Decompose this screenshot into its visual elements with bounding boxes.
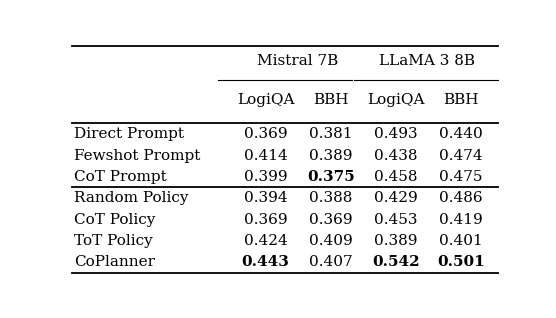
Text: 0.389: 0.389 [374,234,418,248]
Text: BBH: BBH [443,93,479,107]
Text: 0.475: 0.475 [439,170,483,184]
Text: 0.458: 0.458 [374,170,418,184]
Text: LLaMA 3 8B: LLaMA 3 8B [379,54,475,68]
Text: 0.438: 0.438 [374,149,418,162]
Text: 0.369: 0.369 [244,212,287,226]
Text: LogiQA: LogiQA [237,93,294,107]
Text: 0.394: 0.394 [244,191,287,205]
Text: 0.542: 0.542 [372,255,420,269]
Text: 0.399: 0.399 [244,170,287,184]
Text: 0.409: 0.409 [309,234,353,248]
Text: CoPlanner: CoPlanner [74,255,155,269]
Text: 0.389: 0.389 [309,149,353,162]
Text: Fewshot Prompt: Fewshot Prompt [74,149,200,162]
Text: 0.401: 0.401 [439,234,483,248]
Text: CoT Policy: CoT Policy [74,212,155,226]
Text: BBH: BBH [314,93,349,107]
Text: 0.381: 0.381 [309,127,353,142]
Text: ToT Policy: ToT Policy [74,234,152,248]
Text: 0.493: 0.493 [374,127,418,142]
Text: LogiQA: LogiQA [367,93,424,107]
Text: 0.375: 0.375 [307,170,355,184]
Text: 0.486: 0.486 [439,191,483,205]
Text: 0.474: 0.474 [439,149,483,162]
Text: 0.369: 0.369 [309,212,353,226]
Text: 0.453: 0.453 [374,212,418,226]
Text: CoT Prompt: CoT Prompt [74,170,167,184]
Text: 0.388: 0.388 [309,191,353,205]
Text: 0.443: 0.443 [242,255,290,269]
Text: Random Policy: Random Policy [74,191,188,205]
Text: 0.414: 0.414 [244,149,287,162]
Text: 0.407: 0.407 [309,255,353,269]
Text: 0.424: 0.424 [244,234,287,248]
Text: 0.440: 0.440 [439,127,483,142]
Text: Mistral 7B: Mistral 7B [257,54,339,68]
Text: 0.429: 0.429 [374,191,418,205]
Text: Direct Prompt: Direct Prompt [74,127,184,142]
Text: 0.369: 0.369 [244,127,287,142]
Text: 0.501: 0.501 [437,255,485,269]
Text: 0.419: 0.419 [439,212,483,226]
